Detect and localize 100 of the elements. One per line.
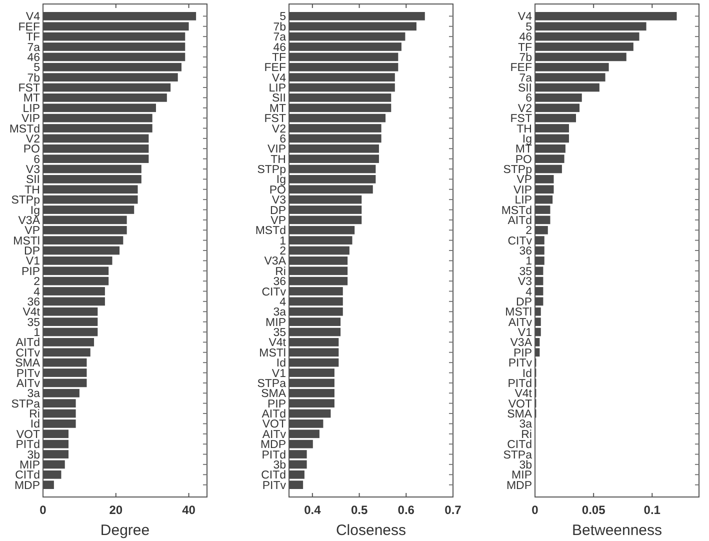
y-tick-label: 7b bbox=[273, 21, 286, 34]
y-tick-label: 2 bbox=[526, 225, 532, 238]
y-tick-label: V3 bbox=[26, 164, 40, 176]
y-tick-label: V1 bbox=[26, 256, 40, 268]
y-tick-label: CITd bbox=[15, 470, 40, 482]
y-tick-label: DP bbox=[516, 296, 532, 308]
y-tick-label: V2 bbox=[26, 133, 40, 146]
y-tick-label: TH bbox=[24, 184, 40, 196]
y-tick-label: 5 bbox=[526, 21, 532, 34]
y-tick-label: VIP bbox=[267, 144, 286, 156]
y-tick-label: Ri bbox=[521, 428, 532, 441]
y-tick-label: V3A bbox=[18, 214, 40, 227]
y-tick-label: STPp bbox=[257, 164, 286, 176]
y-tick-label: Ig bbox=[30, 204, 40, 217]
y-tick-label: 6 bbox=[526, 92, 532, 105]
y-tick-label: VOT bbox=[262, 418, 286, 431]
x-axis-title: Closeness bbox=[336, 522, 406, 539]
x-tick-label: 20 bbox=[109, 503, 123, 517]
y-tick-label: 36 bbox=[273, 276, 286, 288]
y-tick-label: FEF bbox=[510, 62, 532, 74]
y-tick-label: STPa bbox=[11, 398, 41, 410]
x-tick-label: 40 bbox=[182, 503, 196, 517]
y-tick-label: CITv bbox=[262, 286, 286, 298]
y-tick-label: 7a bbox=[27, 42, 41, 54]
y-tick-label: FST bbox=[510, 113, 532, 126]
y-tick-label: AITd bbox=[16, 337, 40, 350]
y-tick-label: V3 bbox=[272, 194, 286, 207]
x-axis-title: Betweenness bbox=[572, 522, 662, 539]
y-tick-label: TF bbox=[26, 32, 40, 44]
y-tick-label: DP bbox=[270, 204, 286, 217]
y-tick-label: MT bbox=[23, 92, 40, 105]
y-tick-label: PO bbox=[515, 154, 532, 166]
y-tick-label: MDP bbox=[506, 480, 532, 492]
y-tick-label: V4 bbox=[518, 11, 533, 24]
y-tick-label: V1 bbox=[518, 327, 532, 340]
y-tick-label: V3A bbox=[510, 337, 532, 350]
y-tick-label: FEF bbox=[264, 62, 286, 74]
y-tick-label: FEF bbox=[18, 21, 40, 34]
y-tick-label: 7a bbox=[273, 32, 287, 44]
y-tick-label: MSTd bbox=[9, 123, 40, 136]
y-tick-label: 5 bbox=[280, 11, 286, 24]
y-tick-label: 3b bbox=[273, 459, 286, 472]
y-tick-label: MSTd bbox=[255, 225, 286, 238]
y-tick-label: LIP bbox=[22, 102, 40, 115]
y-tick-label: V4 bbox=[272, 72, 287, 84]
y-tick-label: PO bbox=[23, 144, 40, 156]
y-tick-label: PITv bbox=[508, 358, 532, 370]
y-tick-label: MSTl bbox=[259, 347, 286, 360]
y-tick-label: 3a bbox=[27, 388, 41, 400]
y-tick-label: 7b bbox=[27, 72, 40, 84]
y-tick-label: TH bbox=[270, 154, 286, 166]
y-tick-label: PO bbox=[269, 184, 286, 196]
y-tick-label: PITd bbox=[508, 378, 532, 390]
y-tick-label: V3A bbox=[264, 256, 286, 268]
y-tick-label: 7a bbox=[519, 72, 533, 84]
y-tick-label: PIP bbox=[513, 347, 532, 360]
y-tick-label: VOT bbox=[16, 428, 40, 441]
y-tick-label: MT bbox=[269, 102, 286, 115]
x-tick-label: 0 bbox=[40, 503, 47, 517]
y-tick-label: AITd bbox=[262, 408, 286, 421]
y-tick-label: 3b bbox=[519, 459, 532, 472]
y-tick-label: DP bbox=[24, 246, 40, 258]
y-tick-label: 1 bbox=[526, 256, 532, 268]
y-tick-label: 35 bbox=[519, 266, 532, 278]
y-tick-label: AITd bbox=[508, 214, 532, 227]
y-tick-label: AITv bbox=[16, 378, 40, 390]
y-tick-label: 6 bbox=[34, 154, 40, 166]
y-tick-label: 5 bbox=[34, 62, 40, 74]
y-tick-label: 2 bbox=[34, 276, 40, 288]
y-tick-label: 7b bbox=[519, 52, 532, 64]
y-tick-label: V2 bbox=[272, 123, 286, 136]
y-tick-label: MDP bbox=[260, 439, 286, 452]
y-tick-label: 2 bbox=[280, 246, 286, 258]
y-tick-label: 36 bbox=[519, 246, 532, 258]
y-tick-label: MDP bbox=[14, 480, 40, 492]
y-tick-label: V4t bbox=[22, 306, 41, 319]
x-axis-title: Degree bbox=[100, 522, 150, 539]
y-tick-label: PITd bbox=[16, 439, 40, 452]
x-tick-label: 0.5 bbox=[350, 503, 368, 517]
y-tick-label: 46 bbox=[273, 42, 286, 54]
y-tick-label: AITv bbox=[262, 428, 286, 441]
y-tick-label: STPp bbox=[11, 194, 40, 207]
y-tick-label: SMA bbox=[261, 388, 286, 400]
y-tick-label: VP bbox=[24, 225, 40, 238]
y-tick-label: PITv bbox=[262, 480, 286, 492]
y-tick-label: Id bbox=[522, 368, 532, 380]
y-tick-label: TH bbox=[516, 123, 532, 136]
y-tick-label: 3b bbox=[27, 449, 40, 462]
y-tick-label: Ig bbox=[522, 133, 532, 146]
y-tick-label: 3a bbox=[519, 418, 533, 431]
y-tick-label: TF bbox=[272, 52, 286, 64]
y-tick-label: V1 bbox=[272, 368, 286, 380]
y-tick-label: MIP bbox=[266, 316, 286, 329]
y-tick-label: CITv bbox=[16, 347, 40, 360]
y-tick-label: CITd bbox=[261, 470, 286, 482]
y-tick-label: PITv bbox=[16, 368, 40, 380]
y-tick-label: STPa bbox=[257, 378, 287, 390]
y-tick-label: Id bbox=[276, 358, 286, 370]
x-tick-label: 0.1 bbox=[644, 503, 661, 517]
y-tick-label: MT bbox=[515, 144, 532, 156]
